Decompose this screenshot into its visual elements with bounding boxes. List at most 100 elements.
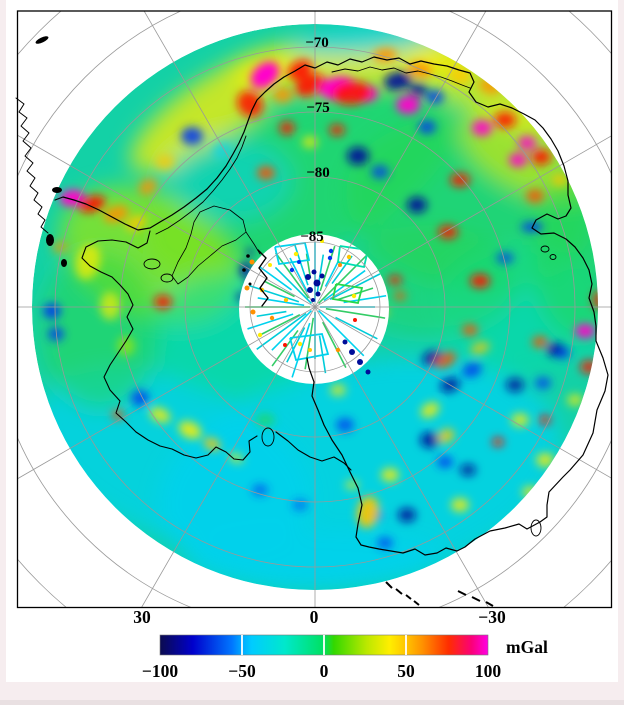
latitude-label: −85 [300, 229, 324, 245]
anomaly-tint [530, 160, 598, 340]
anomaly-blob [536, 453, 554, 467]
track-loop [274, 242, 311, 265]
latitude-label: −75 [306, 100, 330, 116]
island-outline [530, 519, 542, 537]
colorbar-tick-label: 100 [475, 661, 502, 681]
coastline-path [81, 230, 352, 471]
anomaly-blob [250, 61, 280, 89]
anomaly-blob [472, 120, 492, 136]
anomaly-blob [551, 173, 569, 187]
anomaly-blob [377, 537, 393, 549]
track-dot [320, 239, 324, 243]
anomaly-blob [149, 407, 171, 423]
dashed-coast-segment [385, 581, 393, 589]
track-spoke [325, 307, 386, 319]
anomaly-blob [103, 205, 129, 223]
frame-rect [16, 10, 613, 609]
anomaly-blob [426, 90, 444, 104]
track-dot [311, 298, 315, 302]
anomaly-blob [462, 324, 478, 336]
anomaly-blob [555, 347, 571, 359]
anomaly-blob [388, 275, 402, 285]
track-dot [283, 297, 289, 303]
anomaly-blob [492, 437, 504, 447]
anomaly-blob [237, 90, 263, 118]
anomaly-blob [347, 147, 369, 165]
anomaly-blob [470, 274, 490, 288]
island-outline [540, 245, 550, 253]
track-spoke [256, 312, 307, 350]
anomaly-blob [356, 496, 380, 528]
meridian-line [17, 306, 316, 480]
track-dot [346, 254, 352, 260]
track-spoke [263, 280, 295, 298]
longitude-label: −30 [478, 607, 506, 627]
anomaly-blob [384, 71, 412, 91]
anomaly-blob [494, 112, 516, 128]
track-spoke [305, 253, 312, 279]
anomaly-blob [433, 351, 457, 369]
anomaly-blob [279, 121, 295, 135]
anomaly-tint [170, 140, 290, 220]
anomaly-blob [567, 394, 583, 406]
anomaly-blob [336, 418, 354, 432]
track-dot [297, 260, 301, 264]
meridian-line [314, 306, 612, 479]
anomaly-blob [511, 413, 529, 427]
anomaly-blob [462, 362, 482, 378]
anomaly-blob [255, 413, 275, 427]
meridian-line [314, 11, 487, 308]
coastline-path [15, 97, 49, 234]
anomaly-blob [273, 87, 293, 103]
track-dot [268, 263, 272, 267]
island-outline [549, 254, 557, 260]
track-dot [328, 248, 334, 254]
island-outline [143, 258, 161, 270]
track-spoke [259, 266, 293, 291]
anomaly-blob [78, 195, 106, 213]
anomaly-tint [142, 81, 458, 279]
track-loop [289, 333, 330, 362]
anomaly-blob [518, 136, 536, 150]
track-dot [315, 291, 321, 297]
track-spoke [247, 313, 294, 330]
anomaly-blob [371, 165, 389, 179]
track-dot [335, 347, 341, 353]
anomaly-blob [330, 384, 346, 396]
anomaly-blob [246, 248, 254, 256]
track-dot [250, 309, 256, 315]
track-loop [331, 283, 364, 305]
anomaly-blob [394, 291, 406, 301]
axis-labels: −70 −75 −80 −85 30 0 −30 [133, 35, 506, 627]
track-spoke [319, 245, 336, 292]
track-dot [338, 263, 342, 267]
track-dot [365, 369, 371, 375]
dashed-coast-segment [405, 594, 412, 600]
meridian-line [314, 306, 489, 608]
track-dot [349, 349, 355, 355]
anomaly-blob [506, 378, 524, 392]
track-dot [249, 259, 255, 265]
anomaly-blob [396, 96, 420, 114]
anomaly-blob [460, 464, 476, 476]
anomaly-blob [52, 241, 68, 253]
anomaly-blob [437, 428, 455, 444]
track-dot [313, 279, 321, 287]
anomaly-blob [294, 73, 326, 97]
island-outline [261, 427, 275, 447]
track-spoke [256, 310, 287, 318]
anomaly-blob [154, 295, 172, 309]
track-dot [293, 251, 299, 257]
survey-track-dots [244, 239, 371, 375]
dashed-coast-segment [457, 590, 467, 596]
island-filled [61, 259, 67, 267]
anomaly-blob [100, 292, 120, 320]
colorbar-tick-label: 50 [397, 661, 415, 681]
meridian-line [143, 11, 316, 308]
island-filled [35, 36, 49, 44]
track-dot [305, 274, 311, 280]
colorbar-unit-label: mGal [506, 637, 548, 657]
island-filled [52, 187, 62, 193]
anomaly-blob [60, 189, 84, 207]
